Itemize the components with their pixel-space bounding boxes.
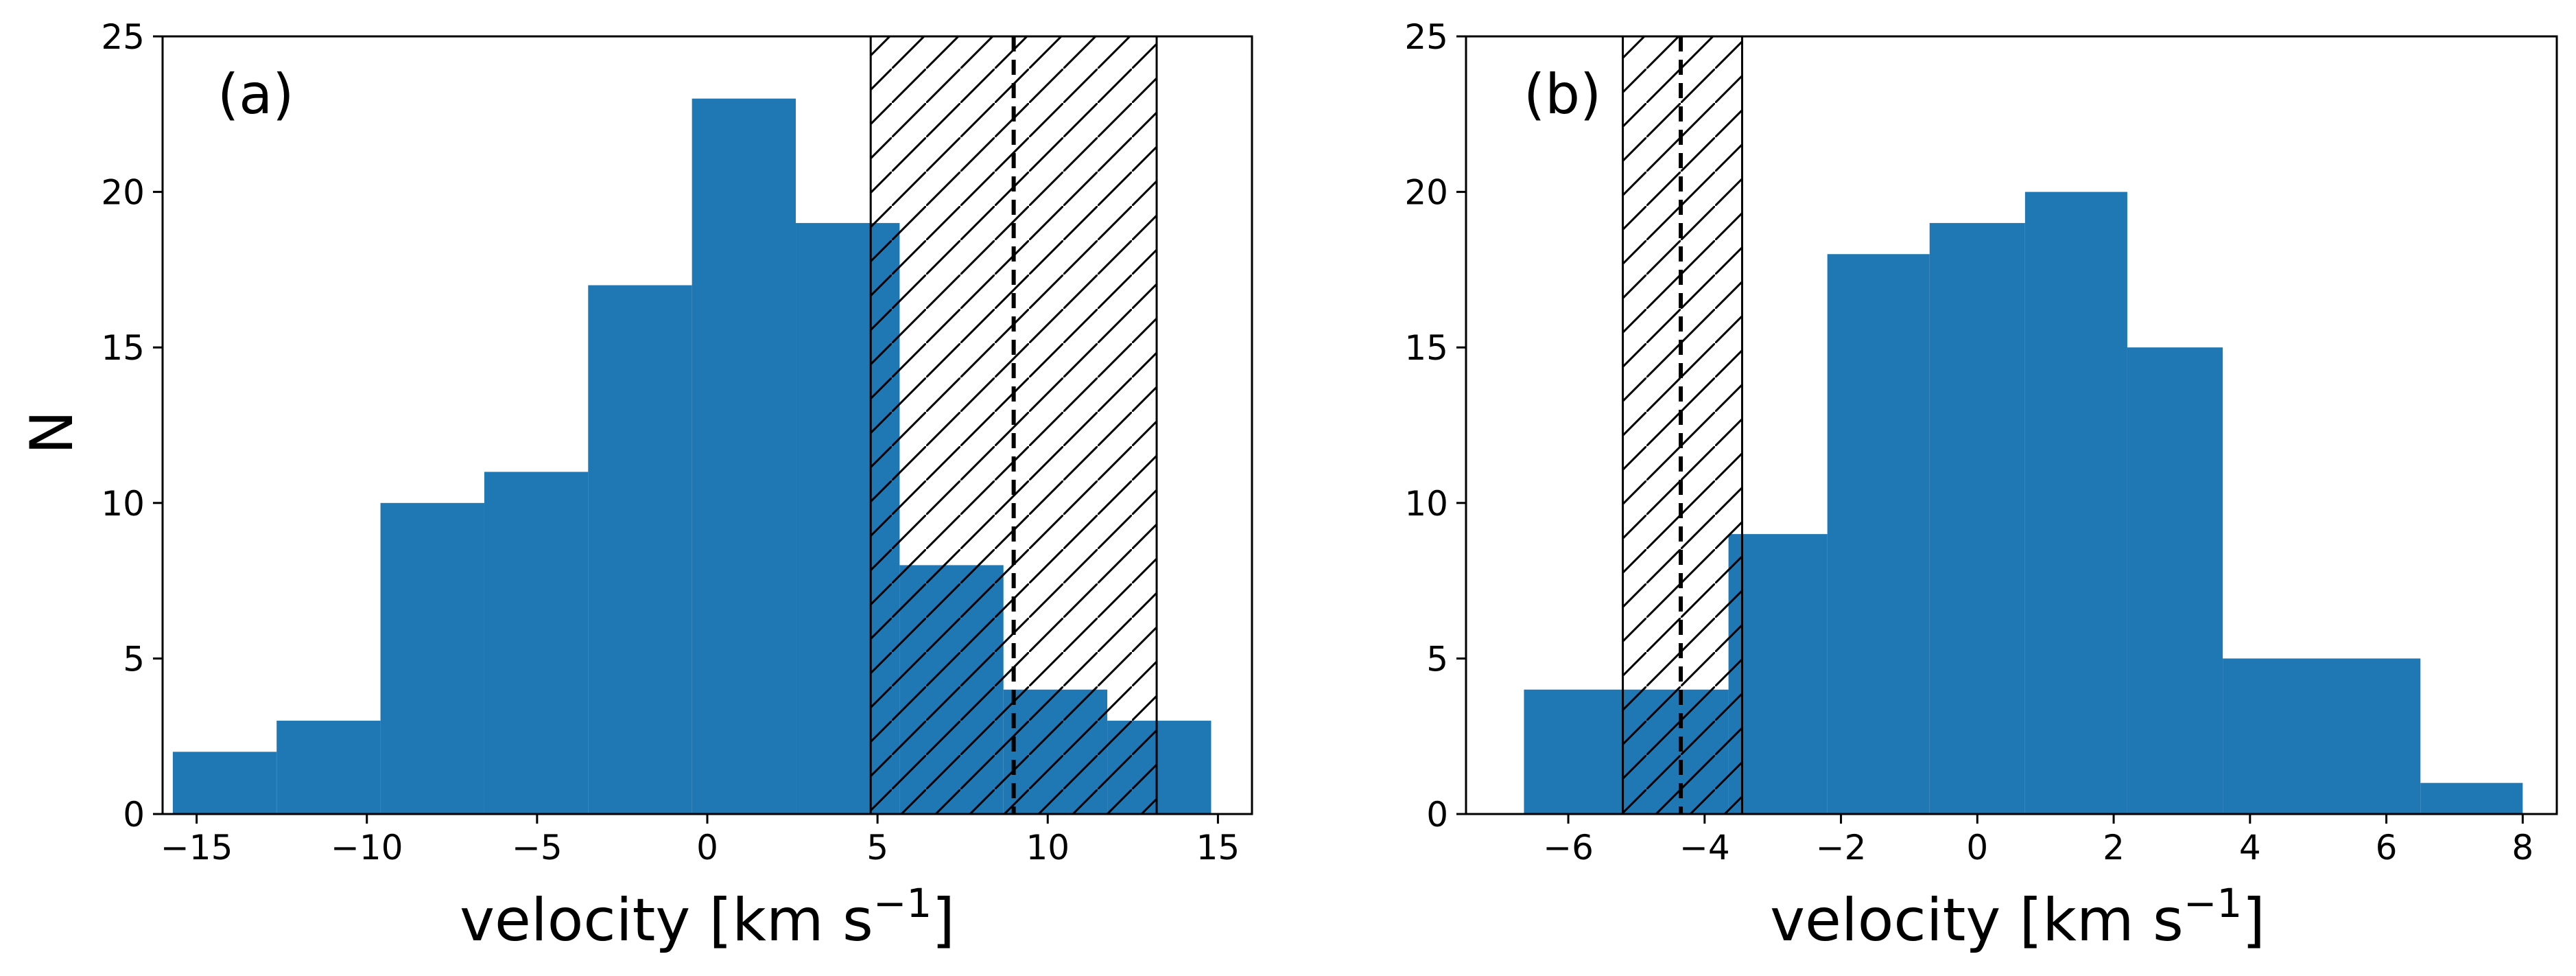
x-tick-label: −5 [512,828,563,868]
histogram-bar [484,472,589,814]
x-axis-label-main: velocity [km s [1770,886,2184,955]
y-tick-label: 25 [1404,17,1448,57]
x-axis-label-sup: −1 [873,880,932,927]
tick-marks: −6 −4 −2 0 2 4 6 8 0 5 10 15 20 25 [1404,17,2533,868]
axes-frame [1465,35,2558,815]
histogram-bar [1929,222,2025,814]
x-tick-label: 15 [1196,828,1240,868]
x-tick-label: 8 [2512,828,2533,868]
histogram-bar [2127,347,2223,814]
histogram-bar [1728,534,1828,814]
x-tick-label: 6 [2376,828,2398,868]
y-tick-label: 20 [1404,173,1448,213]
histogram-bar [2420,782,2523,814]
panel-b: −6 −4 −2 0 2 4 6 8 0 5 10 15 20 25 (b) velocity [km s… [1404,17,2558,955]
x-tick-label: 2 [2103,828,2125,868]
y-tick-label: 10 [101,484,145,524]
y-tick-label: 15 [1404,328,1448,368]
histogram-bar [588,285,692,814]
y-tick-label: 5 [123,639,145,679]
histogram-bar [172,752,277,814]
histogram-bars [1524,191,2523,815]
histogram-bar [380,502,484,814]
x-axis-label-end: ] [2242,886,2265,955]
panel-label: (b) [1524,62,1601,126]
x-axis-label: velocity [km s−1] [1770,880,2265,955]
x-tick-label: −4 [1679,828,1730,868]
x-axis-label-main: velocity [km s [460,886,873,955]
y-tick-label: 0 [123,795,145,835]
tick-marks: −15 −10 −5 0 5 10 15 0 5 10 15 20 25 [101,17,1240,868]
x-tick-label: 10 [1026,828,1070,868]
panel-a: −15 −10 −5 0 5 10 15 0 5 10 15 20 25 (a) N velocity … [18,17,1253,955]
y-tick-label: 25 [101,17,145,57]
x-axis-label-end: ] [932,886,955,955]
y-tick-label: 5 [1426,639,1448,679]
histogram-bar [276,721,381,814]
x-tick-label: 4 [2239,828,2261,868]
y-tick-label: 20 [101,173,145,213]
histogram-bar [692,98,796,814]
y-tick-label: 10 [1404,484,1448,524]
histogram-bar [2024,191,2127,815]
x-axis-label-sup: −1 [2184,880,2243,927]
x-tick-label: −10 [331,828,403,868]
x-tick-label: 0 [1966,828,1988,868]
axes-frame [161,35,1253,815]
panel-label: (a) [217,62,294,126]
histogram-bar [2223,658,2421,814]
x-tick-label: −15 [161,828,233,868]
x-axis-label: velocity [km s−1] [460,880,955,955]
y-tick-label: 15 [101,328,145,368]
x-tick-label: −6 [1543,828,1594,868]
x-tick-label: 0 [696,828,718,868]
y-axis-label: N [18,410,86,454]
y-tick-label: 0 [1426,795,1448,835]
x-tick-label: −2 [1816,828,1867,868]
histogram-bar [1827,254,1930,814]
x-tick-label: 5 [866,828,888,868]
